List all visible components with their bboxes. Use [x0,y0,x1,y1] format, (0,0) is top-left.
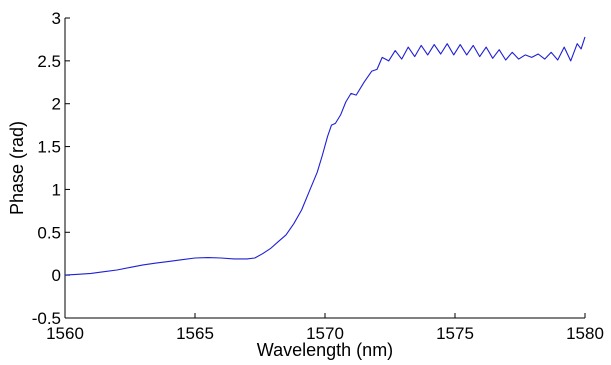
plot-area: -0.5 0 0.5 1 1.5 2 2.5 3 1560 1565 1570 1575 1580 [32,9,604,343]
data-series [64,36,586,276]
y-tick-label: 1 [52,180,61,199]
x-axis-label: Wavelength (nm) [257,340,393,360]
x-tick-label: 1575 [436,324,474,343]
y-axis-ticks: -0.5 0 0.5 1 1.5 2 2.5 3 [32,9,70,328]
y-tick-label: 2 [52,95,61,114]
y-tick-label: 0.5 [37,223,61,242]
y-tick-label: 3 [52,9,61,28]
y-tick-label: 0 [52,266,61,285]
x-tick-label: 1580 [566,324,604,343]
y-tick-label: 1.5 [37,138,61,157]
x-tick-label: 1565 [176,324,214,343]
phase-series-line [64,36,586,276]
y-tick-label: 2.5 [37,52,61,71]
x-tick-label: 1570 [306,324,344,343]
x-tick-label: 1560 [46,324,84,343]
x-axis-ticks: 1560 1565 1570 1575 1580 [46,313,604,343]
y-axis-label: Phase (rad) [7,121,27,215]
y-tick-label: -0.5 [32,309,61,328]
